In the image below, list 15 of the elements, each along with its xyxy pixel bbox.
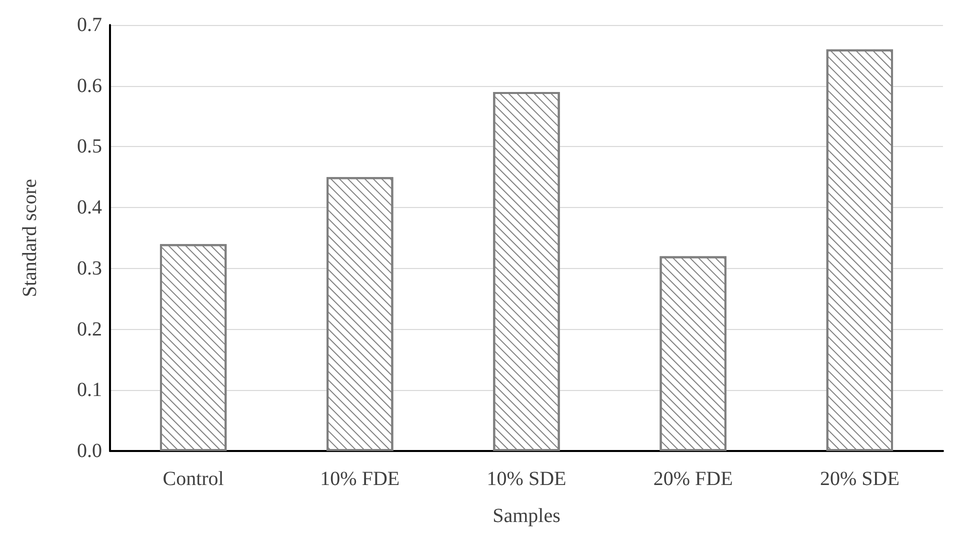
y-tick-label: 0.0 — [77, 440, 102, 462]
x-tick-label: 20% FDE — [653, 468, 733, 490]
x-axis-title: Samples — [492, 505, 561, 527]
x-tick-label: Control — [162, 468, 224, 490]
y-tick-label: 0.6 — [77, 74, 102, 97]
y-axis-title: Standard score — [19, 178, 41, 298]
y-tick-label: 0.5 — [77, 136, 102, 158]
x-tick-label: 20% SDE — [820, 468, 900, 490]
y-tick-label: 0.3 — [77, 257, 102, 280]
y-tick-label: 0.4 — [77, 196, 102, 219]
x-tick-label: 10% SDE — [486, 468, 566, 490]
x-tick-label: 10% FDE — [320, 468, 400, 490]
y-tick-label: 0.2 — [77, 318, 102, 340]
y-tick-label: 0.7 — [77, 14, 102, 36]
y-tick-label: 0.1 — [77, 379, 102, 402]
